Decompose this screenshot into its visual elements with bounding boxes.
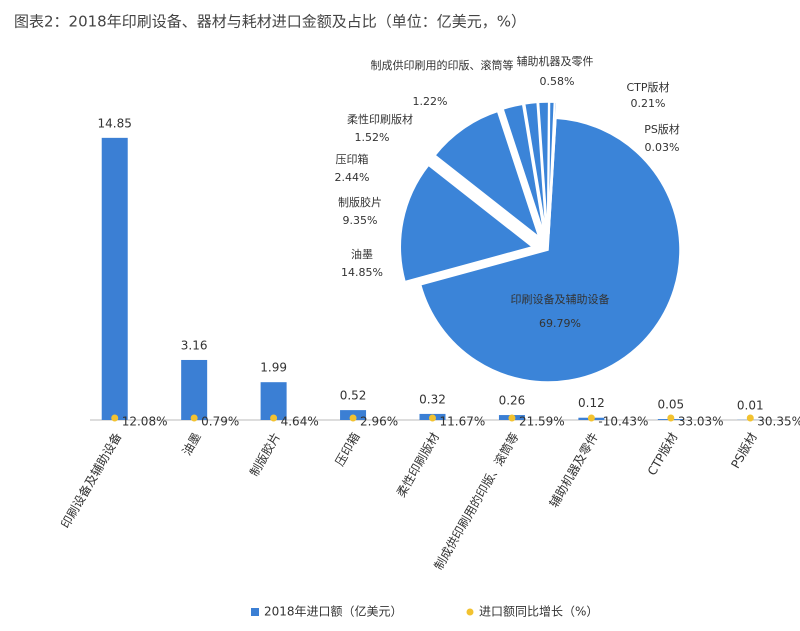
pie-category-label: 辅助机器及零件 [517, 54, 594, 68]
pie-category-label: 压印箱 [336, 152, 369, 166]
pie-value-label: 0.58% [540, 75, 575, 88]
pie-value-label: 0.21% [631, 97, 666, 110]
growth-label: 33.03% [678, 415, 724, 429]
growth-label: 0.79% [201, 415, 239, 429]
growth-dot [190, 414, 198, 422]
bar-value-label: 1.99 [260, 361, 287, 375]
x-tick-label: 印刷设备及辅助设备 [58, 430, 124, 531]
growth-dot [508, 414, 516, 422]
pie-category-label: PS版材 [644, 122, 680, 136]
bar-value-label: 0.52 [340, 389, 367, 403]
pie-category-label: 制版胶片 [338, 195, 382, 209]
pie-slice [399, 164, 534, 283]
growth-dot [429, 414, 436, 422]
growth-dot [587, 414, 595, 422]
pie-category-label: 印刷设备及辅助设备 [511, 292, 610, 306]
bar-value-label: 3.16 [181, 338, 208, 352]
x-tick-label: 制成供印刷用的印版、滚筒等 [431, 430, 522, 573]
growth-dot [349, 414, 357, 422]
x-tick-label: CTP版材 [645, 430, 681, 478]
growth-dot [111, 414, 119, 422]
growth-label: 12.08% [122, 415, 168, 429]
pie-slice [537, 101, 550, 235]
chart-title: 图表2：2018年印刷设备、器材与耗材进口金额及占比（单位：亿美元，%） [14, 13, 526, 31]
pie-slice [433, 110, 541, 240]
pie-category-label: 制成供印刷用的印版、滚筒等 [371, 58, 514, 72]
legend-marker [251, 608, 259, 616]
growth-label: -10.43% [598, 415, 648, 429]
pie-value-label: 1.52% [355, 131, 390, 144]
bar-value-label: 0.32 [419, 392, 446, 406]
x-tick-label: PS版材 [728, 430, 760, 471]
bar-value-label: 0.12 [578, 396, 605, 410]
pie-value-label: 2.44% [335, 171, 370, 184]
legend-label: 2018年进口额（亿美元） [264, 604, 403, 619]
growth-label: 21.59% [519, 415, 565, 429]
pie-value-label: 0.03% [645, 141, 680, 154]
pie-slice [523, 101, 547, 235]
bar-value-label: 0.05 [657, 398, 684, 412]
growth-label: 2.96% [360, 415, 398, 429]
growth-dot [746, 414, 754, 422]
growth-dot [667, 414, 675, 422]
growth-label: 30.35% [757, 415, 800, 429]
pie-value-label: 1.22% [413, 95, 448, 108]
pie-slice [419, 117, 681, 383]
pie-category-label: 柔性印刷版材 [347, 112, 413, 126]
x-tick-label: 压印箱 [332, 430, 363, 469]
bar [101, 137, 128, 420]
growth-label: 11.67% [440, 415, 486, 429]
bar-value-label: 0.26 [499, 394, 526, 408]
pie-value-label: 9.35% [343, 214, 378, 227]
pie-value-label: 69.79% [539, 317, 581, 330]
bar [260, 382, 287, 420]
pie-value-label: 14.85% [341, 266, 383, 279]
x-tick-label: 制版胶片 [246, 430, 283, 479]
bar-value-label: 0.01 [737, 398, 764, 412]
x-tick-label: 油墨 [180, 430, 204, 458]
pie-category-label: 油墨 [351, 247, 373, 261]
growth-label: 4.64% [281, 415, 319, 429]
pie-slice [502, 103, 545, 235]
bar-value-label: 14.85 [98, 116, 132, 130]
x-tick-label: 辅助机器及零件 [547, 430, 601, 510]
pie-category-label: CTP版材 [626, 80, 669, 94]
x-tick-label: 柔性印刷版材 [394, 430, 442, 499]
growth-dot [270, 414, 278, 422]
legend-marker [466, 608, 474, 616]
bar [181, 359, 208, 420]
legend-label: 进口额同比增长（%） [479, 605, 598, 619]
pie-slice [548, 101, 558, 235]
